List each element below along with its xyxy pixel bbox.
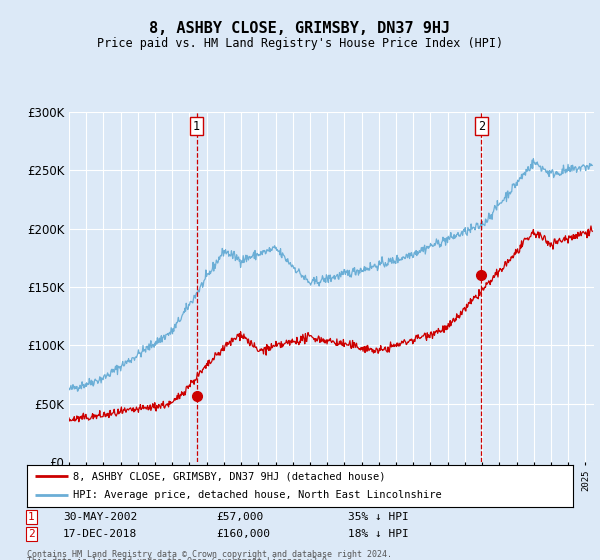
Text: 17-DEC-2018: 17-DEC-2018 xyxy=(63,529,137,539)
Text: Contains HM Land Registry data © Crown copyright and database right 2024.: Contains HM Land Registry data © Crown c… xyxy=(27,550,392,559)
Text: 35% ↓ HPI: 35% ↓ HPI xyxy=(348,512,409,522)
Text: £57,000: £57,000 xyxy=(216,512,263,522)
Text: 8, ASHBY CLOSE, GRIMSBY, DN37 9HJ: 8, ASHBY CLOSE, GRIMSBY, DN37 9HJ xyxy=(149,21,451,36)
Text: 8, ASHBY CLOSE, GRIMSBY, DN37 9HJ (detached house): 8, ASHBY CLOSE, GRIMSBY, DN37 9HJ (detac… xyxy=(73,471,386,481)
Text: 30-MAY-2002: 30-MAY-2002 xyxy=(63,512,137,522)
Text: This data is licensed under the Open Government Licence v3.0.: This data is licensed under the Open Gov… xyxy=(27,557,332,560)
Text: HPI: Average price, detached house, North East Lincolnshire: HPI: Average price, detached house, Nort… xyxy=(73,491,442,501)
Text: 2: 2 xyxy=(28,529,35,539)
Text: 18% ↓ HPI: 18% ↓ HPI xyxy=(348,529,409,539)
Text: £160,000: £160,000 xyxy=(216,529,270,539)
Text: 1: 1 xyxy=(193,119,200,133)
Text: Price paid vs. HM Land Registry's House Price Index (HPI): Price paid vs. HM Land Registry's House … xyxy=(97,37,503,50)
Text: 1: 1 xyxy=(28,512,35,522)
Text: 2: 2 xyxy=(478,119,485,133)
